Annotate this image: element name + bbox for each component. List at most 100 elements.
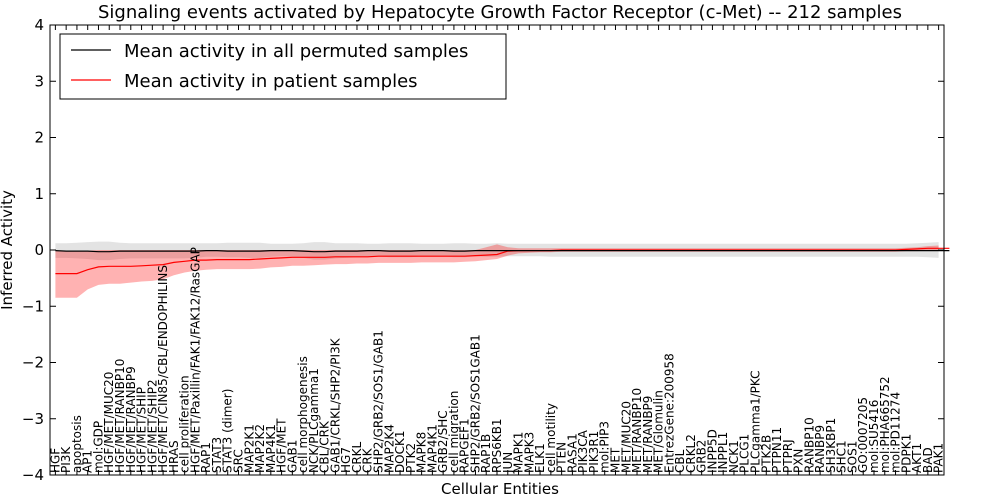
chart-title: Signaling events activated by Hepatocyte…	[98, 2, 902, 23]
category-label: HGF/MET/RANBP10	[113, 359, 127, 473]
category-label: HGF/MET	[275, 418, 289, 473]
category-label: mol:GDP	[92, 421, 106, 473]
category-label: MAP2K1	[242, 424, 256, 473]
category-label: STAT3	[210, 437, 224, 473]
category-label: HGF	[48, 448, 62, 473]
category-label: GRB2	[695, 440, 709, 474]
y-tick-label: 2	[34, 129, 44, 147]
legend-label-permuted: Mean activity in all permuted samples	[124, 41, 468, 62]
category-label: PIK3R1	[587, 431, 601, 473]
category-label: HGF/MET/SHIP2	[145, 379, 159, 473]
category-label: DOCK1	[393, 430, 407, 473]
category-label: MET/Glomulin	[652, 390, 666, 473]
category-label: MET/MUC20	[619, 401, 633, 473]
legend: Mean activity in all permuted samples Me…	[59, 33, 507, 100]
category-label: cell migration	[447, 391, 461, 473]
category-label: PTK2	[404, 443, 418, 473]
category-label: SHP2/GRB2/SOS1GAB1	[469, 334, 483, 473]
plot-area: HGFPI3KapoptosisAP1mol:GDPHGF/MET/MUC20H…	[22, 16, 950, 484]
category-label: MAPK8	[415, 432, 429, 473]
category-label: MAP2K2	[253, 424, 267, 473]
category-label: SOS1	[845, 441, 859, 473]
category-label: PTPN11	[770, 427, 784, 473]
category-label: MAP4K1	[425, 424, 439, 473]
category-label: SHP2/GRB2/SOS1/GAB1	[372, 330, 386, 473]
y-tick-label: −1	[22, 297, 44, 315]
category-label: MAPK3	[522, 432, 536, 473]
category-label: CBL	[673, 449, 687, 473]
category-label: PDPK1	[899, 434, 913, 473]
category-label: cell morphogenesis	[296, 356, 310, 473]
category-label: PAK1	[932, 443, 946, 473]
category-label: mol:PD11274	[889, 392, 903, 473]
category-label: cell proliferation	[178, 375, 192, 473]
legend-box	[59, 33, 507, 100]
x-axis-label: Cellular Entities	[441, 480, 559, 498]
category-label: SHC1	[835, 440, 849, 473]
category-label: PTEN	[555, 442, 569, 473]
y-axis-label: Inferred Activity	[0, 190, 16, 310]
category-label: PIK3CA	[576, 429, 590, 473]
category-label: CRKL	[350, 441, 364, 473]
category-label: AKT1	[910, 443, 924, 473]
y-tick-label: −4	[22, 466, 44, 484]
category-labels: HGFPI3KapoptosisAP1mol:GDPHGF/MET/MUC20H…	[48, 247, 945, 474]
line-permuted-mean	[55, 250, 950, 253]
y-axis-ticks: −4 −3 −2 −1 0 1 2 3 4	[22, 16, 944, 484]
category-label: HGF/MET/CIN85/CBL/ENDOPHILINS	[156, 265, 170, 473]
legend-label-patient: Mean activity in patient samples	[124, 71, 418, 92]
category-label: HG7	[339, 447, 353, 473]
category-label: EntrezGene:200958	[662, 353, 676, 473]
category-label: CRKL2	[684, 434, 698, 473]
category-label: mol:PHA665752	[878, 376, 892, 473]
category-label: GAB1	[285, 440, 299, 473]
category-label: MET/RANBP9	[641, 396, 655, 473]
category-label: PLCG1	[738, 434, 752, 473]
category-label: apoptosis	[70, 415, 84, 473]
category-label: RANBP10	[802, 417, 816, 473]
category-label: MAP2K4	[382, 424, 396, 473]
y-tick-label: 4	[34, 16, 44, 34]
category-label: cell motility	[544, 403, 558, 473]
category-label: HRAS	[167, 440, 181, 473]
category-label: MET	[609, 447, 623, 473]
category-label: HGF/MET/Paxillin/FAK1/FAK12/RasGAP	[188, 247, 202, 473]
category-label: RPS6KB1	[490, 418, 504, 473]
series-lines	[55, 247, 950, 275]
category-label: ELK1	[533, 443, 547, 473]
category-label: RAP1B	[479, 434, 493, 473]
category-label: BAD	[921, 447, 935, 473]
category-label: PTPRJ	[781, 439, 795, 473]
category-label: RASA1	[565, 433, 579, 473]
category-label: MET/RANBP10	[630, 388, 644, 473]
category-label: PI3K	[59, 446, 73, 473]
category-label: AP1	[81, 450, 95, 473]
category-label: GRB2/SHC	[436, 410, 450, 473]
category-label: NCK1	[727, 440, 741, 473]
category-label: CBL/CRK	[318, 420, 332, 473]
category-label: RAP1	[199, 442, 213, 473]
category-label: PXN	[792, 449, 806, 473]
category-label: RAPGEF1	[458, 418, 472, 473]
category-label: GO:0007205	[856, 397, 870, 473]
category-label: NCK/PLCgamma1	[307, 368, 321, 473]
category-label: GAB1/CRKL/SHP2/PI3K	[328, 337, 342, 473]
category-label: mol:PIP3	[598, 421, 612, 473]
category-label: INPPL1	[716, 432, 730, 473]
y-tick-label: 1	[34, 185, 44, 203]
category-label: mol:SU5416	[867, 400, 881, 473]
category-label: HGF/MET/MUC20	[102, 372, 116, 473]
category-label: CRK	[361, 447, 375, 473]
category-label: HGF/MET/SHIP	[135, 387, 149, 473]
category-label: SRC	[232, 449, 246, 473]
y-tick-label: −2	[22, 354, 44, 372]
y-tick-label: 3	[34, 72, 44, 90]
category-label: STAT3 (dimer)	[221, 389, 235, 473]
category-label: MAPK1	[512, 432, 526, 473]
category-label: HGF/MET/RANBP9	[124, 366, 138, 473]
y-tick-label: −3	[22, 410, 44, 428]
category-label: RANBP9	[813, 425, 827, 473]
category-label: PTK2B	[759, 435, 773, 473]
y-tick-label: 0	[34, 241, 44, 259]
